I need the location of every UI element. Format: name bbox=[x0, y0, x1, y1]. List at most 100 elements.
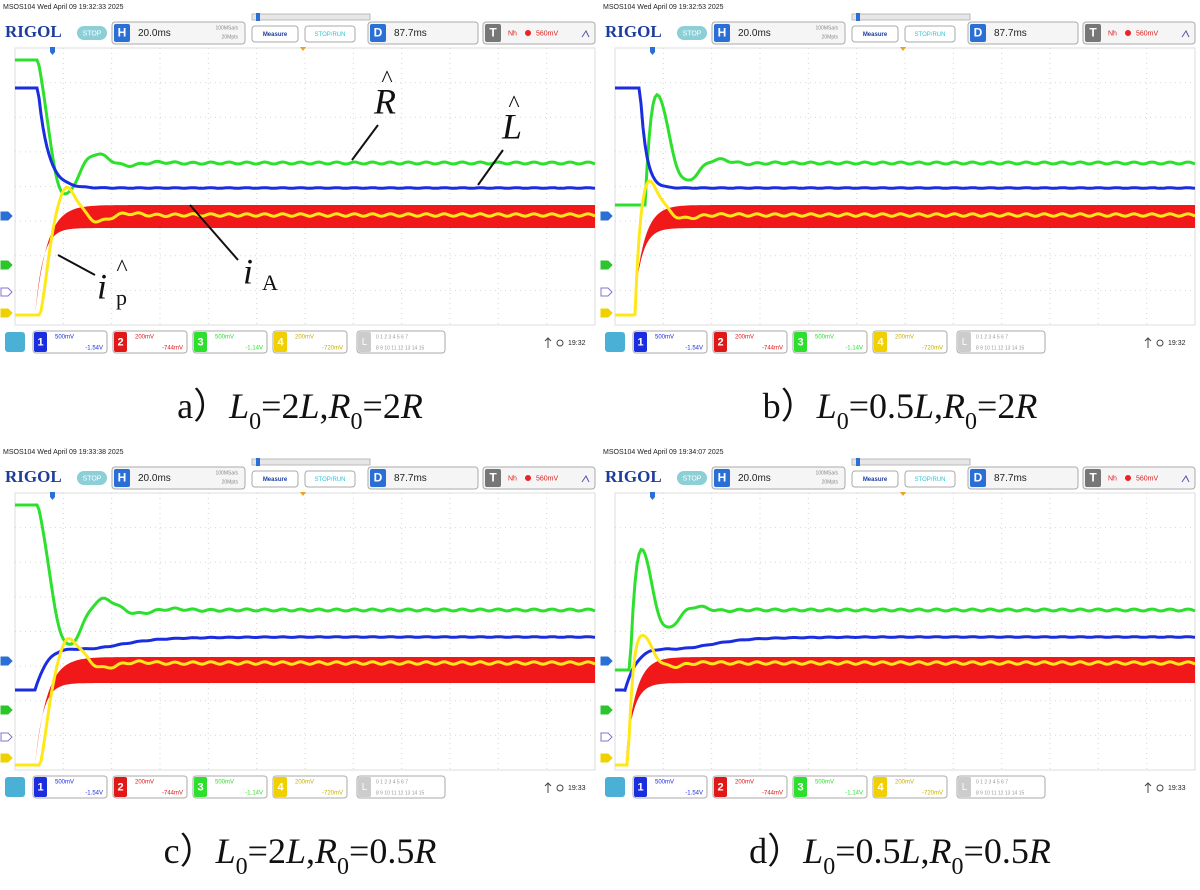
channel-number: 3 bbox=[197, 781, 203, 793]
waveform bbox=[615, 548, 1196, 672]
caption-part: =2 bbox=[363, 386, 401, 426]
trigger-pos bbox=[50, 492, 55, 500]
box bbox=[632, 330, 708, 354]
channel-marker bbox=[600, 705, 613, 715]
channel-key bbox=[714, 332, 727, 352]
state: STOP bbox=[83, 30, 102, 37]
trigger-mode: Nh bbox=[508, 30, 517, 37]
box bbox=[904, 25, 956, 43]
waveform bbox=[15, 58, 596, 196]
annotation-accent: ^ bbox=[508, 92, 519, 118]
h-key: H bbox=[118, 471, 127, 485]
center-mark bbox=[300, 47, 306, 51]
caption-part: L bbox=[298, 386, 319, 426]
box bbox=[356, 330, 446, 354]
waveform bbox=[15, 635, 596, 692]
caption-part: , bbox=[934, 386, 943, 426]
channel-marker bbox=[0, 732, 13, 742]
channel-key bbox=[634, 777, 647, 797]
channel-number: 3 bbox=[797, 336, 803, 348]
stop-run: STOP/RUN bbox=[315, 32, 346, 38]
caption-part: R bbox=[929, 831, 952, 871]
timebase: 20.0ms bbox=[138, 473, 171, 484]
measure: Measure bbox=[263, 32, 288, 38]
box bbox=[967, 21, 1079, 45]
t-key: T bbox=[489, 471, 497, 485]
trigger-dot bbox=[525, 475, 531, 481]
menu-icon bbox=[605, 332, 625, 352]
timebase: 20.0ms bbox=[738, 473, 771, 484]
channel-marker bbox=[600, 308, 613, 318]
channel-key bbox=[794, 777, 807, 797]
waveform bbox=[15, 636, 596, 767]
caption-part: L bbox=[215, 831, 236, 871]
box bbox=[1082, 21, 1196, 45]
box bbox=[792, 330, 868, 354]
trigger-level: 560mV bbox=[536, 30, 559, 37]
caption: b）L0=0.5L,R0=2R bbox=[763, 386, 1038, 434]
box bbox=[272, 775, 348, 799]
measure: Measure bbox=[863, 477, 888, 483]
center-mark bbox=[900, 47, 906, 51]
sound-icon bbox=[556, 339, 564, 347]
logic-row: 0 1 2 3 4 5 6 7 bbox=[976, 779, 1008, 785]
channel-marker bbox=[0, 308, 13, 318]
channel-number: 2 bbox=[117, 781, 123, 793]
usb-icon bbox=[1144, 337, 1152, 348]
box bbox=[904, 470, 956, 488]
channel-key bbox=[114, 777, 127, 797]
channel-scale: 500mV bbox=[215, 780, 234, 786]
box bbox=[956, 775, 1046, 799]
logic-key-label: L bbox=[962, 782, 968, 793]
channel-offset: -744mV bbox=[162, 346, 183, 352]
channel-key bbox=[874, 777, 887, 797]
trigger-pos bbox=[50, 47, 55, 55]
key bbox=[970, 24, 986, 42]
channel-offset: -744mV bbox=[762, 791, 783, 797]
box bbox=[872, 330, 948, 354]
box bbox=[792, 775, 868, 799]
channel-number: 1 bbox=[637, 781, 643, 793]
caption: c）L0=2L,R0=0.5R bbox=[164, 831, 437, 879]
trigger-mode: Nh bbox=[1108, 30, 1117, 37]
menu-icon bbox=[5, 332, 25, 352]
timeline bbox=[251, 458, 371, 466]
usb-icon bbox=[544, 782, 552, 793]
clock: 19:32 bbox=[1168, 340, 1186, 347]
caption-part: b） bbox=[763, 386, 817, 426]
caption: d）L0=0.5L,R0=0.5R bbox=[749, 831, 1051, 879]
channel-key bbox=[634, 332, 647, 352]
trigger-dot bbox=[1125, 30, 1131, 36]
trigger-dot bbox=[1125, 475, 1131, 481]
trigger-pos bbox=[650, 492, 655, 500]
box bbox=[712, 330, 788, 354]
channel-key bbox=[274, 777, 287, 797]
caption-part: =0.5 bbox=[835, 831, 900, 871]
box bbox=[192, 330, 268, 354]
logic-row: 0 1 2 3 4 5 6 7 bbox=[376, 334, 408, 340]
channel-key bbox=[34, 777, 47, 797]
t-key: T bbox=[1089, 26, 1097, 40]
caption-part: =0.5 bbox=[964, 831, 1029, 871]
key bbox=[1085, 469, 1101, 487]
box bbox=[482, 21, 596, 45]
delay: 87.7ms bbox=[994, 28, 1027, 39]
caption-part: =0.5 bbox=[849, 386, 914, 426]
channel-marker bbox=[0, 656, 13, 666]
box bbox=[272, 330, 348, 354]
trigger-level: 560mV bbox=[1136, 475, 1159, 482]
h-key: H bbox=[118, 26, 127, 40]
timeline-marker bbox=[856, 458, 860, 466]
trigger-level: 560mV bbox=[536, 475, 559, 482]
channel-offset: -720mV bbox=[322, 791, 343, 797]
channel-scale: 200mV bbox=[735, 780, 754, 786]
box bbox=[967, 466, 1079, 490]
clock: 19:33 bbox=[1168, 785, 1186, 792]
channel-marker bbox=[600, 732, 613, 742]
channel-scale: 500mV bbox=[815, 335, 834, 341]
caption-part: , bbox=[306, 831, 315, 871]
center-mark bbox=[300, 492, 306, 496]
channel-key bbox=[874, 332, 887, 352]
channel-number: 3 bbox=[197, 336, 203, 348]
